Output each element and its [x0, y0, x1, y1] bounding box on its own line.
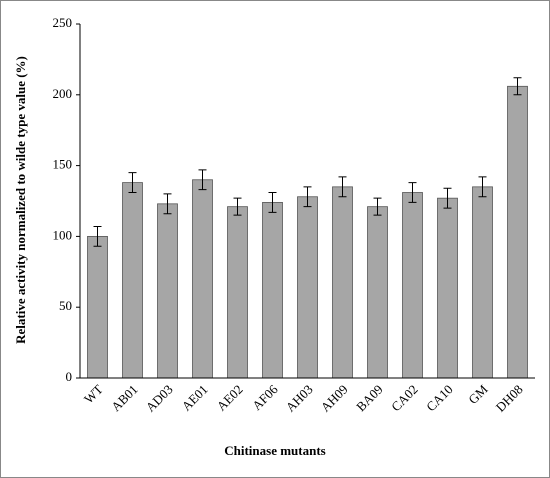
y-tick-label: 100 — [53, 227, 73, 242]
bar — [157, 203, 178, 379]
error-bar — [513, 77, 522, 96]
error-bar — [338, 176, 347, 198]
error-bar — [478, 176, 487, 198]
y-tick-label: 150 — [53, 157, 73, 172]
bar — [437, 197, 458, 379]
error-bar — [303, 186, 312, 208]
error-bar — [93, 225, 102, 247]
bar — [507, 85, 528, 379]
bar — [402, 192, 423, 379]
error-bar — [233, 197, 242, 216]
error-bar — [408, 182, 417, 203]
bar — [472, 186, 493, 379]
y-tick-label: 50 — [59, 298, 72, 313]
error-bar — [443, 187, 452, 209]
error-bar — [198, 169, 207, 191]
bar — [262, 202, 283, 379]
bar — [332, 186, 353, 379]
error-bar — [128, 172, 137, 194]
y-tick-label: 250 — [53, 15, 73, 30]
bar — [367, 206, 388, 379]
y-tick-label: 0 — [66, 369, 73, 384]
bar — [122, 182, 143, 379]
y-axis-label: Relative activity normalized to wilde ty… — [13, 56, 28, 344]
y-tick-label: 200 — [53, 86, 73, 101]
bar — [192, 179, 213, 379]
error-bar — [163, 193, 172, 215]
bar — [297, 196, 318, 379]
x-axis-label: Chitinase mutants — [224, 443, 326, 458]
error-bar — [268, 192, 277, 213]
error-bar — [373, 197, 382, 216]
bar — [87, 235, 108, 379]
bar — [227, 206, 248, 379]
